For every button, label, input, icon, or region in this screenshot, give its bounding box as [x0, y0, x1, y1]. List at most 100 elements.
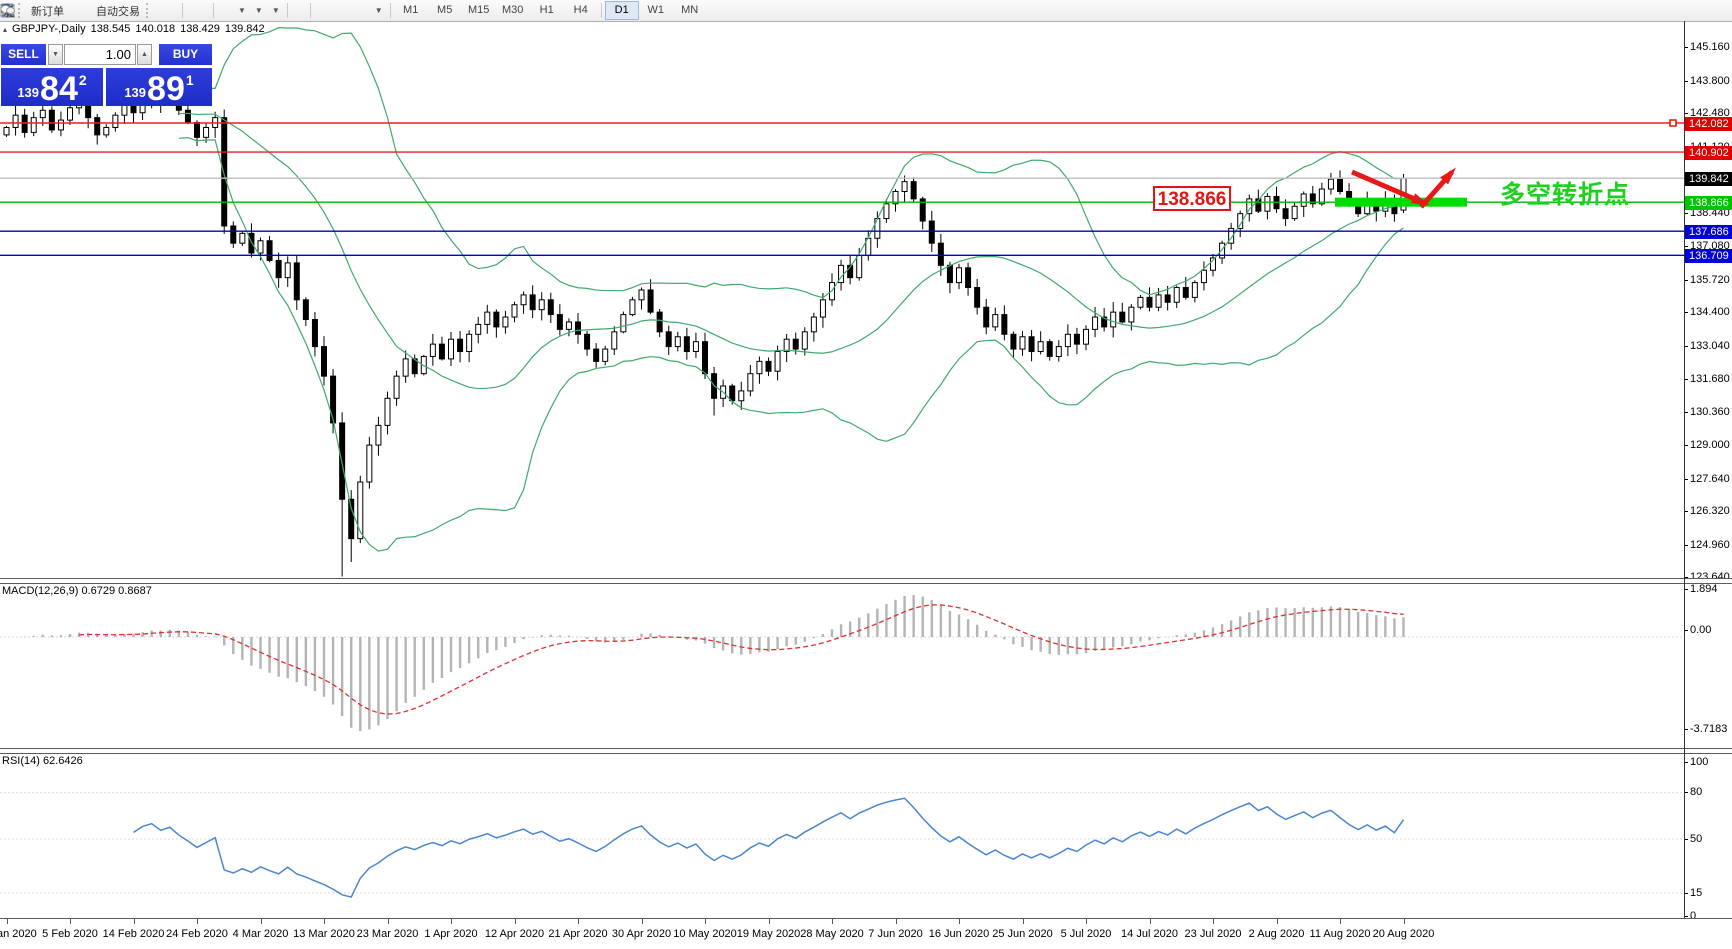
vertical-line-button[interactable]: [6, 1, 322, 20]
time-axis-tick: [260, 919, 262, 924]
timeframe-button-m5[interactable]: M5: [437, 4, 453, 16]
price-axis-tick: 133.040: [1684, 340, 1732, 352]
volume-increase-button[interactable]: ▲: [137, 44, 152, 65]
time-axis-tick: [451, 919, 452, 924]
time-axis-tick: [1149, 919, 1151, 924]
rsi-axis-tick: 0: [1684, 910, 1732, 922]
price-level-badge: 136.709: [1685, 249, 1732, 264]
equidistant-channel-button[interactable]: E: [0, 1, 346, 20]
cursor-button[interactable]: [3, 1, 299, 20]
price-axis-tick: 134.400: [1684, 306, 1732, 318]
trendline-button[interactable]: [1, 1, 338, 20]
time-axis-label: 16 Jun 2020: [928, 928, 990, 940]
zoom-in-button[interactable]: [1, 1, 194, 20]
auto-scroll-button[interactable]: [1, 1, 225, 20]
price-axis-tick: 129.000: [1684, 439, 1732, 451]
chart-shift-button[interactable]: [1, 1, 233, 20]
signals-button[interactable]: [1, 1, 92, 20]
macd-axis: 1.894 0.00 -3.7183: [1684, 583, 1732, 748]
timeframe-button-d1[interactable]: D1: [604, 1, 639, 20]
buy-price-big: 89: [147, 70, 185, 108]
timeframe-button-m30[interactable]: M30: [501, 4, 524, 16]
community-button[interactable]: [1, 1, 84, 20]
time-axis-tick: [1022, 919, 1024, 924]
time-axis-tick: [1403, 919, 1405, 924]
timeframe-button-mn[interactable]: MN: [681, 4, 699, 16]
templates-button[interactable]: ▼: [0, 1, 284, 20]
new-order-button[interactable]: 新订单: [1, 1, 68, 20]
horizontal-line-button[interactable]: [1, 1, 330, 20]
time-axis-tick: [641, 919, 643, 924]
time-axis-tick: [197, 919, 198, 924]
time-axis-label: 14 Jul 2020: [1121, 928, 1178, 940]
price-level-badge: 139.842: [1685, 172, 1732, 187]
time-axis-label: 23 Mar 2020: [356, 928, 419, 940]
chat-icon[interactable]: [0, 3, 15, 18]
symbol-marker-icon: ▴: [3, 24, 8, 34]
time-axis-label: 24 Feb 2020: [166, 928, 228, 940]
time-axis-tick: [768, 919, 770, 924]
zoom-out-button[interactable]: [1, 1, 202, 20]
price-axis-tick: 142.480: [1684, 107, 1732, 119]
price-level-badge: 142.082: [1685, 117, 1732, 131]
macd-label: MACD(12,26,9) 0.6729 0.8687: [2, 585, 152, 597]
timeframe-button-m15[interactable]: M15: [467, 4, 490, 16]
indicators-button[interactable]: ▼: [0, 1, 250, 20]
dropdown-caret-icon: ▼: [254, 6, 263, 15]
toolbar-grip: [146, 3, 153, 18]
price-axis-tick: 127.640: [1684, 473, 1732, 485]
timeframe-button-h1[interactable]: H1: [539, 4, 554, 16]
macd-canvas[interactable]: [0, 583, 1684, 748]
rsi-axis-tick: 15: [1684, 887, 1732, 899]
main-chart-canvas[interactable]: [0, 21, 1684, 578]
sell-button[interactable]: SELL: [1, 44, 46, 65]
time-axis-label: 7 Jun 2020: [868, 928, 923, 940]
time-axis-label: 11 Aug 2020: [1309, 928, 1371, 940]
volume-input[interactable]: [64, 44, 136, 65]
timeframe-button-w1[interactable]: W1: [647, 4, 664, 16]
rsi-canvas[interactable]: [0, 753, 1684, 918]
metaeditor-button[interactable]: [0, 1, 76, 20]
price-level-annotation[interactable]: 138.866: [1153, 186, 1231, 211]
quote-low: 138.429: [180, 23, 220, 35]
buy-button[interactable]: BUY: [159, 44, 212, 65]
quote-open: 138.545: [90, 23, 131, 35]
rsi-axis-tick: 50: [1684, 833, 1732, 845]
text-button[interactable]: A: [3, 1, 362, 20]
arrows-button[interactable]: ▼: [3, 1, 387, 20]
buy-price-button[interactable]: 139 89 1: [106, 68, 212, 106]
pane-separator[interactable]: [0, 578, 1732, 584]
bar-chart-button[interactable]: [1, 1, 163, 20]
time-axis-tick: [514, 919, 516, 924]
periods-button[interactable]: ▼: [1, 1, 267, 20]
rsi-axis-tick: 80: [1684, 786, 1732, 798]
volume-decrease-button[interactable]: ▼: [48, 44, 63, 65]
auto-trading-button[interactable]: 自动交易: [0, 1, 144, 20]
sell-price-button[interactable]: 139 84 2: [1, 68, 103, 106]
toolbar-grip: [18, 3, 25, 18]
text-label-button[interactable]: T: [0, 1, 370, 20]
line-chart-button[interactable]: [0, 1, 179, 20]
time-axis-label: 23 Jul 2020: [1184, 928, 1242, 940]
timeframe-button-h4[interactable]: H4: [573, 4, 588, 16]
macd-axis-tick: 1.894: [1684, 583, 1732, 595]
sell-price-prefix: 139: [17, 85, 40, 100]
time-axis-label: 27 Jan 2020: [0, 928, 37, 940]
price-level-badge: 137.686: [1685, 225, 1732, 240]
quote-high: 140.018: [135, 23, 176, 35]
price-axis: 145.160143.800142.480141.120138.440137.0…: [1684, 21, 1732, 583]
turning-point-annotation[interactable]: 多空转折点: [1500, 181, 1631, 209]
time-axis-label: 20 Aug 2020: [1372, 928, 1435, 940]
pane-separator[interactable]: [0, 748, 1732, 754]
price-level-badge: 140.902: [1685, 146, 1732, 161]
candlestick-button[interactable]: [1, 1, 171, 20]
sell-price-big: 84: [40, 70, 78, 108]
crosshair-button[interactable]: [1, 1, 307, 20]
timeframe-button-m1[interactable]: M1: [403, 4, 419, 16]
fibonacci-button[interactable]: F: [1, 1, 354, 20]
price-level-badge: 138.866: [1685, 196, 1732, 211]
tile-windows-button[interactable]: [1, 1, 210, 20]
